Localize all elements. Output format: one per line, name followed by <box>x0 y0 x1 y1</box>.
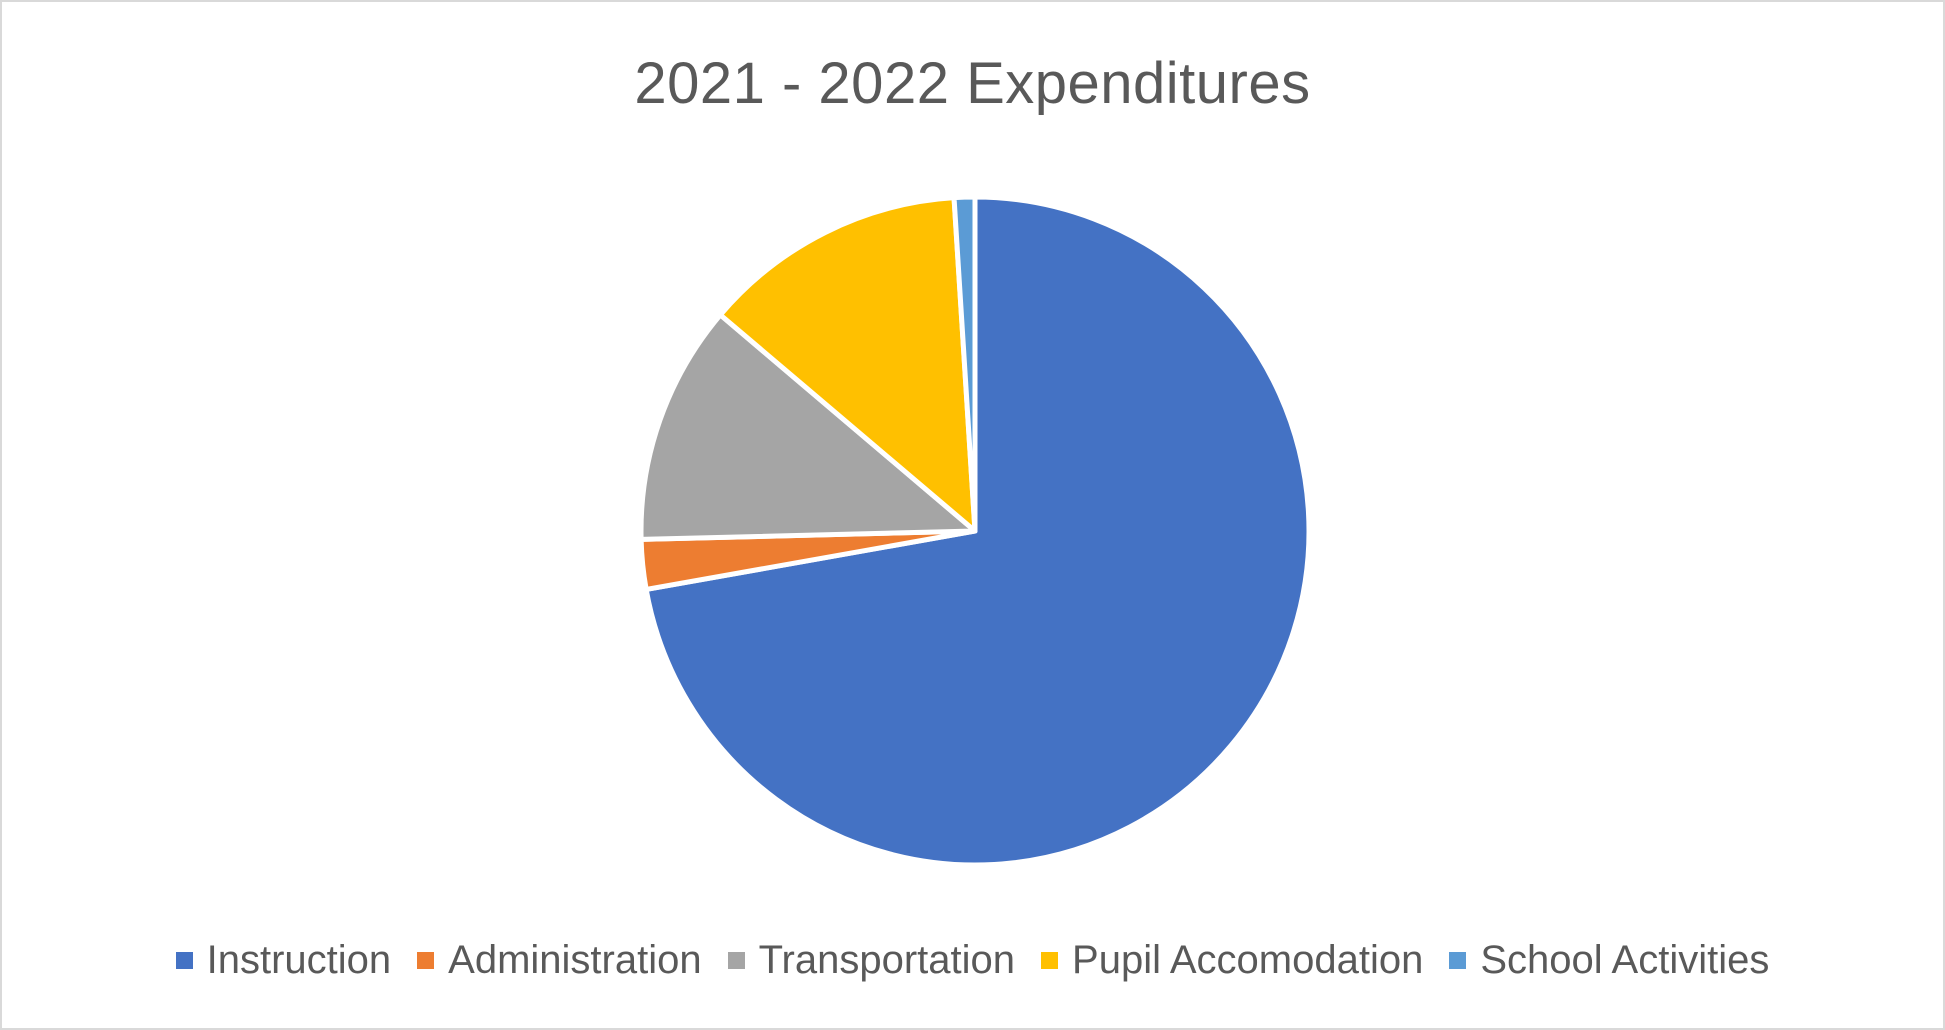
pie-slice-pupil-accomodation <box>717 195 978 534</box>
legend-label: Transportation <box>758 938 1016 982</box>
legend-label: School Activities <box>1480 938 1770 982</box>
chart-title: 2021 - 2022 Expenditures <box>634 51 1311 116</box>
legend-swatch <box>175 952 193 969</box>
legend-swatch <box>1449 952 1467 969</box>
legend-item-pupil-accomodation: Pupil Accomodation <box>1041 938 1423 983</box>
legend-swatch <box>1041 952 1059 969</box>
legend-item-school-activities: School Activities <box>1449 938 1769 983</box>
legend: Instruction Administration Transportation P… <box>0 938 1945 983</box>
pie-slice-instruction <box>643 194 1312 868</box>
legend-label: Instruction <box>206 938 392 982</box>
pie-slice-school-activities <box>951 194 978 534</box>
legend-label: Administration <box>448 938 702 982</box>
legend-swatch <box>417 952 435 969</box>
legend-swatch <box>727 952 745 969</box>
legend-item-transportation: Transportation <box>727 938 1016 983</box>
legend-item-instruction: Instruction <box>175 938 392 983</box>
pie-slice-transportation <box>638 312 978 542</box>
legend-label: Pupil Accomodation <box>1072 938 1424 982</box>
legend-item-administration: Administration <box>417 938 702 983</box>
